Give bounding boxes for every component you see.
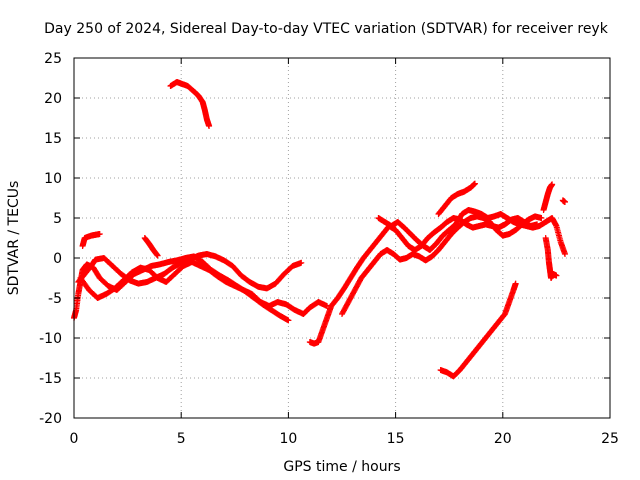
data-point bbox=[154, 252, 161, 259]
x-axis-title: GPS time / hours bbox=[283, 459, 400, 475]
y-tick-label: 20 bbox=[44, 91, 62, 107]
data-point bbox=[538, 215, 545, 221]
data-point bbox=[549, 181, 556, 188]
series-trace-5 bbox=[141, 235, 161, 259]
x-tick-label: 10 bbox=[279, 431, 297, 447]
data-point bbox=[285, 317, 292, 324]
data-point bbox=[561, 199, 568, 205]
y-tick-label: 10 bbox=[44, 171, 62, 187]
y-tick-label: -10 bbox=[39, 331, 62, 347]
y-tick-label: -15 bbox=[39, 371, 62, 387]
y-tick-label: 0 bbox=[53, 251, 62, 267]
series-trace-9 bbox=[375, 207, 568, 257]
data-point bbox=[561, 251, 568, 257]
x-tick-label: 5 bbox=[177, 431, 186, 447]
data-point bbox=[298, 259, 305, 266]
grid bbox=[74, 58, 610, 418]
y-tick-label: 5 bbox=[53, 211, 62, 227]
data-point bbox=[471, 180, 478, 187]
y-axis-title: SDTVAR / TECUs bbox=[6, 181, 22, 296]
series-trace-11 bbox=[437, 280, 519, 380]
x-tick-label: 0 bbox=[70, 431, 79, 447]
chart-title: Day 250 of 2024, Sidereal Day-to-day VTE… bbox=[44, 21, 609, 37]
series-trace-14 bbox=[559, 197, 568, 205]
x-tick-label: 25 bbox=[601, 431, 619, 447]
data-point bbox=[96, 231, 103, 237]
data-point bbox=[512, 280, 519, 287]
y-tick-label: 15 bbox=[44, 131, 62, 147]
series-trace-3 bbox=[77, 259, 330, 317]
x-tick-label: 15 bbox=[387, 431, 405, 447]
x-tick-label: 20 bbox=[494, 431, 512, 447]
plot-frame bbox=[73, 57, 611, 419]
data-points bbox=[71, 79, 568, 380]
series-trace-13 bbox=[542, 235, 560, 281]
y-tick-label: 25 bbox=[44, 51, 62, 67]
y-tick-label: -5 bbox=[48, 291, 62, 307]
data-point bbox=[553, 272, 560, 279]
series-trace-10 bbox=[435, 180, 478, 217]
series-trace-4 bbox=[79, 231, 103, 249]
series-trace-6 bbox=[167, 79, 213, 129]
data-point bbox=[206, 123, 213, 129]
series-trace-8 bbox=[339, 213, 545, 317]
y-tick-label: -20 bbox=[39, 411, 62, 427]
axis-ticks: 0 5 10 15 20 25 -20 -15 -10 -5 0 5 10 15 20 25 bbox=[39, 51, 619, 447]
series-trace-12 bbox=[540, 181, 556, 213]
